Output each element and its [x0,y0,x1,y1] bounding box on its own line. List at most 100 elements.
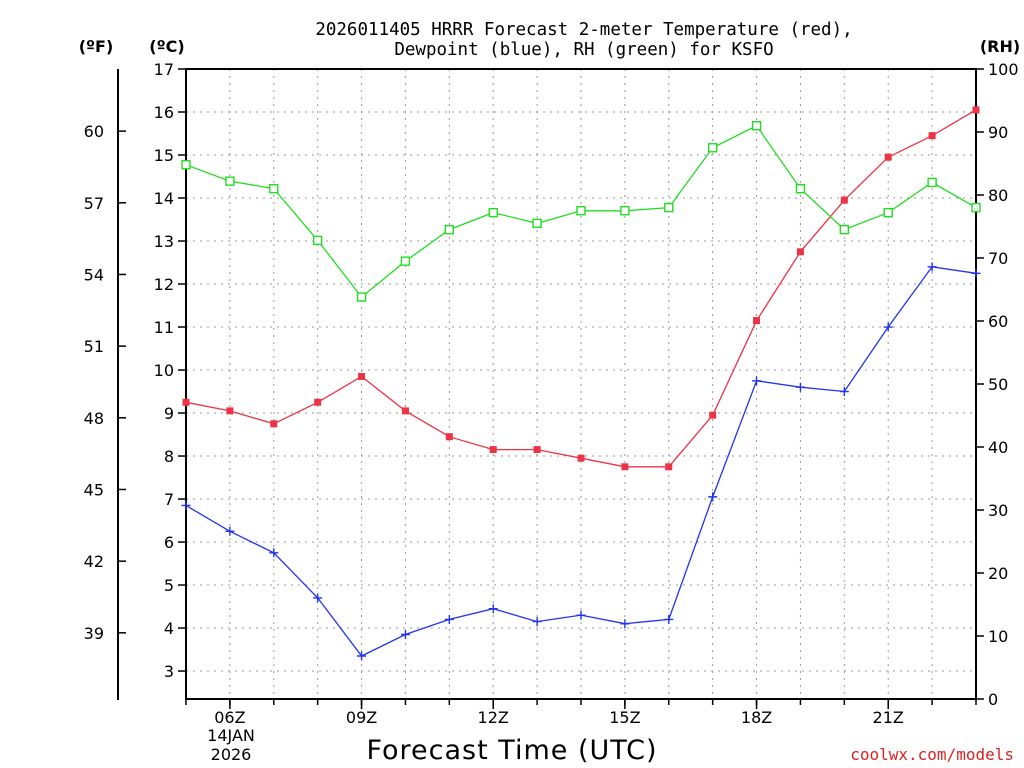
gridlines [186,69,976,699]
celsius-axis-unit: (ºC) [149,37,184,56]
temperature-point [709,411,717,419]
rh-tick-label: 70 [988,249,1008,268]
rh-point [181,160,191,170]
rh-axis: 0 10 20 30 40 50 60 70 80 90 100 [976,60,1019,709]
dewpoint-point [839,387,849,397]
fahrenheit-tick-label: 48 [84,409,104,428]
rh-tick-label: 0 [988,690,998,709]
rh-point [488,207,498,218]
dewpoint-point [357,651,367,661]
fahrenheit-tick-label: 54 [84,265,104,284]
dewpoint-point [400,629,410,639]
dewpoint-series [181,262,981,661]
rh-point [883,207,893,218]
celsius-tick-label: 17 [154,60,174,79]
rh-point [225,176,235,186]
rh-point [576,206,586,216]
date-label-year: 2026 [211,745,252,764]
time-axis: 06Z 09Z 12Z 15Z 18Z 21Z [185,699,977,727]
time-tick-label: 18Z [741,708,772,727]
celsius-tick-label: 8 [164,447,174,466]
fahrenheit-tick-label: 51 [84,337,104,356]
rh-tick-label: 80 [988,186,1008,205]
temperature-point [358,372,366,380]
time-tick-label: 12Z [478,708,509,727]
rh-point [532,218,542,229]
temperature-point [314,398,322,406]
temperature-point [884,153,892,161]
celsius-tick-label: 15 [154,146,174,165]
dewpoint-point [181,500,191,510]
rh-tick-label: 90 [988,123,1008,142]
temperature-point [270,420,278,428]
temperature-series [182,106,980,471]
celsius-tick-label: 12 [154,275,174,294]
temperature-point [182,398,190,406]
chart-title-line2: Dewpoint (blue), RH (green) for KSFO [394,40,773,60]
fahrenheit-axis-unit: (ºF) [79,37,114,56]
rh-point [971,202,981,213]
dewpoint-point [752,376,762,386]
date-label-day: 14JAN [207,726,255,745]
dewpoint-point [532,617,542,627]
celsius-tick-label: 10 [154,361,174,380]
fahrenheit-tick-label: 42 [84,552,104,571]
temperature-point [972,106,980,114]
dewpoint-point [664,614,674,624]
dewpoint-point [620,619,630,629]
dewpoint-point [795,382,805,392]
celsius-tick-label: 11 [154,318,174,337]
temperature-point [577,454,585,462]
celsius-tick-label: 13 [154,232,174,251]
dewpoint-point [313,593,323,603]
celsius-tick-label: 7 [164,490,174,509]
rh-point [620,206,630,216]
celsius-axis: 3 4 5 6 7 8 9 10 11 12 13 14 15 16 17 [154,60,186,681]
dewpoint-point [971,268,981,278]
rh-axis-unit: (RH) [980,37,1020,56]
time-tick-label: 09Z [346,708,377,727]
fahrenheit-axis: 39 42 45 48 51 54 57 60 [84,122,126,643]
rh-point [444,224,455,235]
celsius-tick-label: 16 [154,103,174,122]
rh-series [181,120,981,302]
celsius-tick-label: 14 [154,189,174,208]
celsius-tick-label: 5 [164,576,174,595]
rh-point [927,177,937,188]
time-tick-label: 06Z [214,708,245,727]
rh-tick-label: 10 [988,627,1008,646]
rh-point [400,256,411,266]
time-tick-label: 21Z [873,708,904,727]
rh-tick-label: 40 [988,438,1008,457]
fahrenheit-tick-label: 39 [84,624,104,643]
rh-point [312,235,323,246]
rh-point [356,292,367,302]
temperature-point [533,446,541,454]
fahrenheit-tick-label: 45 [84,480,104,499]
data-series [181,106,981,661]
dewpoint-point [488,604,498,614]
temperature-point [840,196,848,204]
rh-tick-label: 50 [988,375,1008,394]
fahrenheit-tick-label: 60 [84,122,104,141]
temperature-point [928,132,936,140]
dewpoint-point [225,526,235,536]
rh-point [664,202,674,213]
celsius-tick-label: 6 [164,533,174,552]
dewpoint-point [444,614,454,624]
dewpoint-point [269,548,279,558]
dewpoint-point [883,322,893,332]
temperature-point [665,463,673,471]
time-tick-label: 15Z [609,708,640,727]
dewpoint-point [576,610,586,620]
chart-title-line1: 2026011405 HRRR Forecast 2-meter Tempera… [315,20,852,40]
temperature-point [401,407,409,415]
rh-tick-label: 20 [988,564,1008,583]
temperature-point [621,463,629,471]
celsius-tick-label: 4 [164,619,174,638]
rh-point [269,183,279,194]
temperature-point [753,317,761,325]
celsius-tick-label: 9 [164,404,174,423]
celsius-tick-label: 3 [164,662,174,681]
